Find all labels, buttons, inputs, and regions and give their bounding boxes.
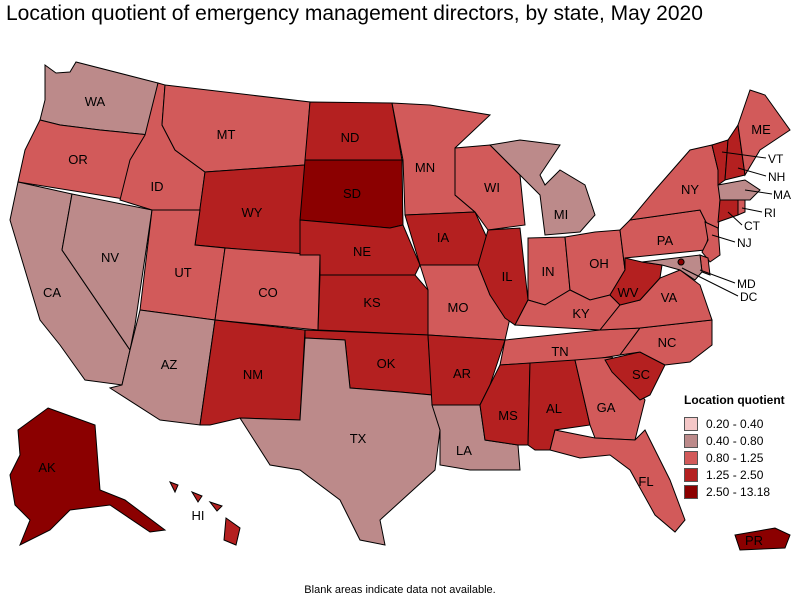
state-PR[interactable] xyxy=(734,527,791,551)
legend-label: 1.25 - 2.50 xyxy=(706,467,764,482)
map-title: Location quotient of emergency managemen… xyxy=(6,2,703,25)
state-TX[interactable] xyxy=(239,337,441,546)
state-label-CA: CA xyxy=(43,285,61,300)
legend-label: 2.50 - 13.18 xyxy=(706,484,771,499)
legend-title: Location quotient xyxy=(684,393,785,407)
state-label-WA: WA xyxy=(85,94,106,109)
state-NJ[interactable] xyxy=(701,221,721,263)
state-label-AZ: AZ xyxy=(161,357,178,372)
state-label-OK: OK xyxy=(377,356,396,371)
state-label-IL: IL xyxy=(502,269,513,284)
state-label-TX: TX xyxy=(350,431,367,446)
state-label-NY: NY xyxy=(681,182,699,197)
state-label-VT: VT xyxy=(768,152,784,166)
state-label-MI: MI xyxy=(554,207,568,222)
state-label-DC: DC xyxy=(740,290,758,304)
legend-label: 0.40 - 0.80 xyxy=(706,433,764,448)
legend-item: 0.40 - 0.80 xyxy=(684,432,796,449)
state-RI[interactable] xyxy=(737,199,746,216)
footnote: Blank areas indicate data not available. xyxy=(304,584,496,596)
state-AK[interactable] xyxy=(9,407,167,547)
legend-swatch xyxy=(684,450,698,465)
state-label-MN: MN xyxy=(415,160,435,175)
state-label-NH: NH xyxy=(768,170,785,184)
state-label-KY: KY xyxy=(572,306,590,321)
state-label-AL: AL xyxy=(546,401,562,416)
state-MI[interactable] xyxy=(488,139,596,236)
state-label-SD: SD xyxy=(343,186,361,201)
state-label-VA: VA xyxy=(661,290,678,305)
state-label-AR: AR xyxy=(453,366,471,381)
state-HI[interactable] xyxy=(168,481,241,546)
legend-item: 0.80 - 1.25 xyxy=(684,449,796,466)
state-label-UT: UT xyxy=(174,265,191,280)
callout-lines xyxy=(681,151,773,297)
state-label-AK: AK xyxy=(38,460,56,475)
state-IL[interactable] xyxy=(477,227,529,326)
state-label-KS: KS xyxy=(363,295,381,310)
state-label-MS: MS xyxy=(498,408,518,423)
state-label-MO: MO xyxy=(448,300,469,315)
state-label-PA: PA xyxy=(657,233,674,248)
legend-swatch xyxy=(684,433,698,448)
legend: Location quotient 0.20 - 0.40 0.40 - 0.8… xyxy=(684,393,796,500)
legend-swatch xyxy=(684,484,698,499)
state-label-PR: PR xyxy=(745,533,763,548)
state-label-ME: ME xyxy=(751,122,771,137)
state-VT[interactable] xyxy=(711,139,729,186)
state-label-IN: IN xyxy=(542,264,555,279)
state-NV[interactable] xyxy=(61,193,153,352)
legend-item: 0.20 - 0.40 xyxy=(684,415,796,432)
state-label-NC: NC xyxy=(658,335,677,350)
legend-label: 0.80 - 1.25 xyxy=(706,450,764,465)
state-label-HI: HI xyxy=(192,508,205,523)
state-label-ND: ND xyxy=(341,130,360,145)
state-label-FL: FL xyxy=(638,474,653,489)
state-MA[interactable] xyxy=(717,179,761,201)
state-ME[interactable] xyxy=(737,89,791,177)
state-label-GA: GA xyxy=(597,400,616,415)
state-label-SC: SC xyxy=(632,367,650,382)
state-label-TN: TN xyxy=(551,344,568,359)
state-FL[interactable] xyxy=(549,429,686,533)
legend-item: 1.25 - 2.50 xyxy=(684,466,796,483)
state-label-WI: WI xyxy=(484,180,500,195)
state-label-ID: ID xyxy=(151,179,164,194)
state-label-WY: WY xyxy=(242,205,263,220)
state-label-MT: MT xyxy=(217,127,236,142)
state-label-NJ: NJ xyxy=(737,236,752,250)
state-label-MD: MD xyxy=(737,277,756,291)
state-label-CO: CO xyxy=(258,285,278,300)
state-label-IA: IA xyxy=(437,230,450,245)
legend-label: 0.20 - 0.40 xyxy=(706,416,764,431)
legend-swatch xyxy=(684,467,698,482)
state-label-CT: CT xyxy=(744,219,761,233)
state-DC[interactable] xyxy=(677,258,685,266)
legend-swatch xyxy=(684,416,698,431)
state-label-OH: OH xyxy=(589,256,609,271)
state-label-MA: MA xyxy=(773,188,791,202)
legend-item: 2.50 - 13.18 xyxy=(684,483,796,500)
state-MD[interactable] xyxy=(641,254,703,281)
state-label-OR: OR xyxy=(68,152,88,167)
state-label-WV: WV xyxy=(618,285,639,300)
state-label-LA: LA xyxy=(456,443,472,458)
state-label-RI: RI xyxy=(764,206,776,220)
state-label-NV: NV xyxy=(101,250,119,265)
state-label-NM: NM xyxy=(243,367,263,382)
state-label-NE: NE xyxy=(353,244,371,259)
